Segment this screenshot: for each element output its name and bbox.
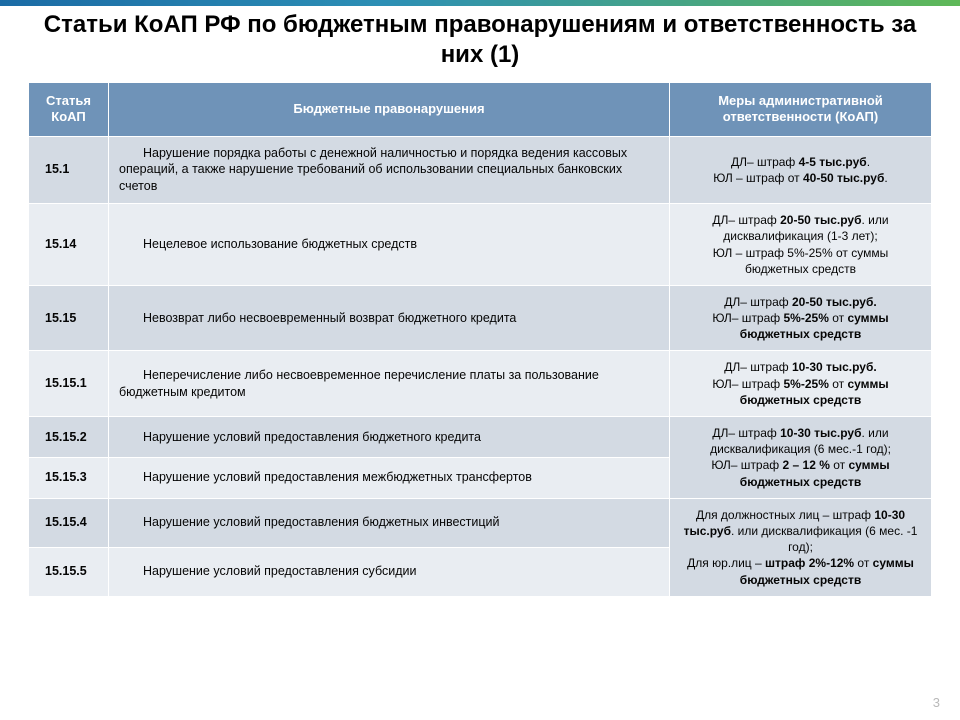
penalty-text-segment: Для должностных лиц – штраф — [696, 508, 874, 522]
cell-article: 15.1 — [29, 136, 109, 204]
slide-content: Статьи КоАП РФ по бюджетным правонарушен… — [0, 0, 960, 613]
penalty-text-segment: . — [867, 155, 870, 169]
slide-top-border — [0, 0, 960, 6]
cell-violation: Нарушение порядка работы с денежной нали… — [109, 136, 670, 204]
col-header-article: Статья КоАП — [29, 83, 109, 137]
penalty-text-segment: от — [829, 311, 848, 325]
penalty-text-segment: ДЛ– штраф — [712, 213, 780, 227]
cell-violation: Нарушение условий предоставления бюджетн… — [109, 417, 670, 458]
cell-violation: Нецелевое использование бюджетных средст… — [109, 204, 670, 286]
cell-article: 15.15.3 — [29, 457, 109, 498]
penalty-text-segment: 5%-25% — [784, 377, 829, 391]
penalty-text-segment: 10-30 тыс.руб — [780, 426, 861, 440]
table-row: 15.1Нарушение порядка работы с денежной … — [29, 136, 932, 204]
penalty-text-segment: ДЛ– штраф — [712, 426, 780, 440]
cell-penalty: Для должностных лиц – штраф 10-30 тыс.ру… — [670, 498, 932, 596]
penalty-text-segment: ДЛ– штраф — [731, 155, 799, 169]
table-row: 15.15.4Нарушение условий предоставления … — [29, 498, 932, 547]
penalty-text-segment: 20-50 тыс.руб. — [792, 295, 877, 309]
cell-article: 15.14 — [29, 204, 109, 286]
penalty-text-segment: от — [854, 556, 873, 570]
penalty-text-segment: 40-50 тыс.руб — [803, 171, 884, 185]
table-row: 15.14Нецелевое использование бюджетных с… — [29, 204, 932, 286]
col-header-violation: Бюджетные правонарушения — [109, 83, 670, 137]
penalty-text-segment: от — [829, 377, 848, 391]
table-row: 15.15Невозврат либо несвоевременный возв… — [29, 285, 932, 351]
page-title: Статьи КоАП РФ по бюджетным правонарушен… — [28, 10, 932, 70]
table-row: 15.15.2Нарушение условий предоставления … — [29, 417, 932, 458]
penalty-text-segment: от — [830, 458, 849, 472]
penalty-text-segment: ЮЛ– штраф — [712, 311, 783, 325]
cell-article: 15.15.2 — [29, 417, 109, 458]
table-header-row: Статья КоАП Бюджетные правонарушения Мер… — [29, 83, 932, 137]
cell-penalty: ДЛ– штраф 20-50 тыс.руб. или дисквалифик… — [670, 204, 932, 286]
penalty-text-segment: ЮЛ– штраф — [711, 458, 782, 472]
penalty-text-segment: ЮЛ – штраф от — [713, 171, 803, 185]
cell-violation: Нарушение условий предоставления межбюдж… — [109, 457, 670, 498]
cell-violation: Невозврат либо несвоевременный возврат б… — [109, 285, 670, 351]
cell-article: 15.15.5 — [29, 547, 109, 596]
page-number: 3 — [933, 695, 940, 710]
penalty-text-segment: . или дисквалификация (6 мес. -1 год); — [731, 524, 917, 554]
cell-violation: Нарушение условий предоставления субсиди… — [109, 547, 670, 596]
cell-violation: Неперечисление либо несвоевременное пере… — [109, 351, 670, 417]
cell-article: 15.15 — [29, 285, 109, 351]
penalty-text-segment: . — [884, 171, 887, 185]
penalty-text-segment: 4-5 тыс.руб — [799, 155, 867, 169]
penalty-text-segment: 5%-25% — [784, 311, 829, 325]
penalty-text-segment: Для юр.лиц – — [687, 556, 765, 570]
cell-penalty: ДЛ– штраф 20-50 тыс.руб. ЮЛ– штраф 5%-25%… — [670, 285, 932, 351]
penalty-text-segment: штраф 2%-12% — [765, 556, 854, 570]
penalty-text-segment: ЮЛ– штраф — [712, 377, 783, 391]
cell-penalty: ДЛ– штраф 4-5 тыс.руб. ЮЛ – штраф от 40-5… — [670, 136, 932, 204]
cell-penalty: ДЛ– штраф 10-30 тыс.руб. ЮЛ– штраф 5%-25%… — [670, 351, 932, 417]
col-header-penalty: Меры административной ответственности (К… — [670, 83, 932, 137]
penalty-text-segment: 10-30 тыс.руб. — [792, 360, 877, 374]
penalty-text-segment: 20-50 тыс.руб — [780, 213, 861, 227]
penalty-text-segment: ЮЛ – штраф 5%-25% от суммы бюджетных сре… — [713, 246, 888, 276]
violations-table: Статья КоАП Бюджетные правонарушения Мер… — [28, 82, 932, 597]
table-body: 15.1Нарушение порядка работы с денежной … — [29, 136, 932, 596]
cell-violation: Нарушение условий предоставления бюджетн… — [109, 498, 670, 547]
cell-penalty: ДЛ– штраф 10-30 тыс.руб. или дисквалифик… — [670, 417, 932, 499]
penalty-text-segment: 2 – 12 % — [783, 458, 830, 472]
cell-article: 15.15.1 — [29, 351, 109, 417]
penalty-text-segment: ДЛ– штраф — [724, 295, 792, 309]
penalty-text-segment: ДЛ– штраф — [724, 360, 792, 374]
cell-article: 15.15.4 — [29, 498, 109, 547]
table-row: 15.15.1Неперечисление либо несвоевременн… — [29, 351, 932, 417]
